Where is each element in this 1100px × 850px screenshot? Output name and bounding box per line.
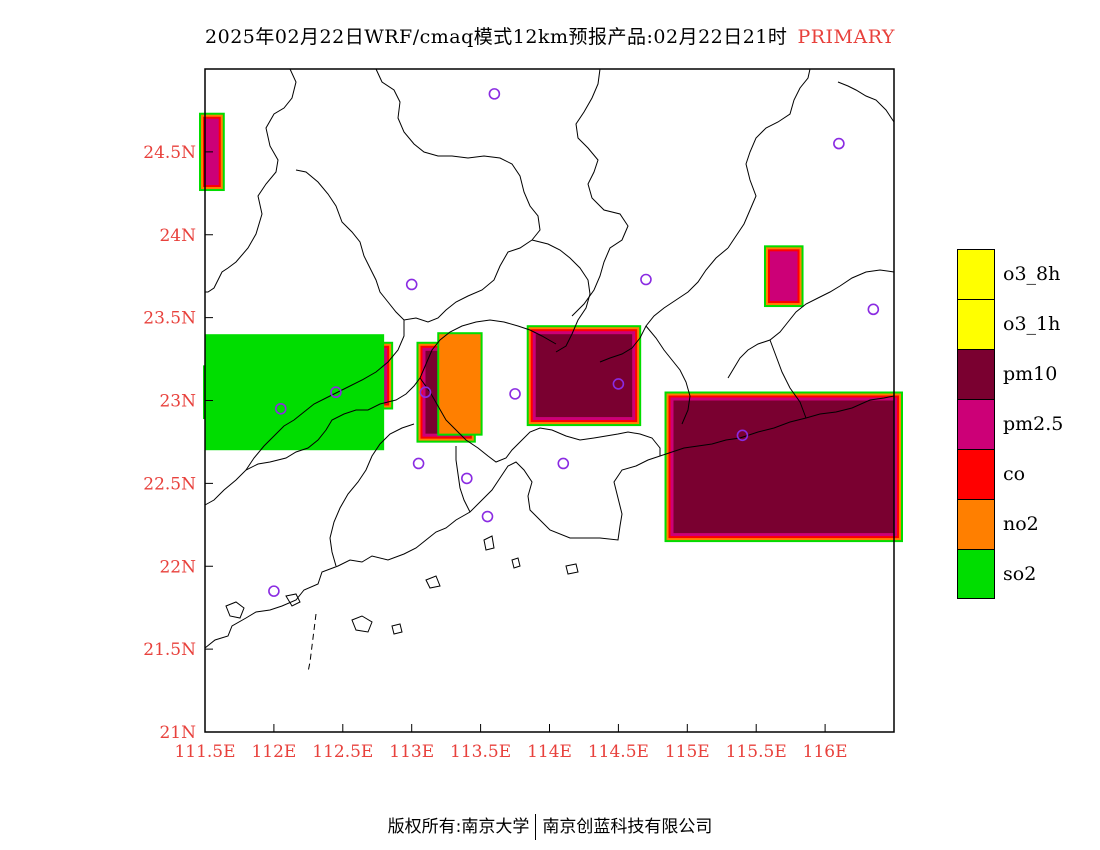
y-axis-ticks: 21N 21.5N 22N 22.5N 23N 23.5N 24N 24.5N [143,143,213,743]
y-tick-label: 23N [159,392,196,412]
x-tick-label: 114E [527,742,572,762]
monitoring-stations [268,88,880,597]
chart-title: 2025年02月22日WRF/cmaq模式12km预报产品:02月22日21时 P… [0,22,1100,49]
city-border-5 [599,247,729,363]
y-tick-label: 21N [159,723,196,743]
island-4 [391,623,403,635]
legend-swatch [957,499,995,549]
legend-swatch [957,449,995,499]
island-6 [511,557,521,569]
legend-label: pm10 [1003,363,1058,385]
city-border-4 [531,239,591,353]
y-tick-label: 22.5N [143,474,196,494]
cell-pm10-3 [673,400,894,534]
city-border-9 [245,320,405,471]
legend-swatch [957,349,995,399]
coastline-west [204,377,421,506]
legend-swatch [957,549,995,599]
island-2 [285,593,301,607]
y-tick-label: 24.5N [143,143,196,163]
city-border-8 [419,319,557,379]
city-border-7 [645,325,691,425]
island-1 [225,601,245,619]
island-5 [483,535,495,551]
pollution-cells [199,112,903,543]
station-marker [274,402,287,415]
copyright: 版权所有:南京大学 南京创蓝科技有限公司 [0,812,1100,840]
city-border-12 [593,431,661,456]
x-axis-ticks: 111.5E 112E 112.5E 113E 113.5E 114E 114.5E 115E… [174,724,848,762]
title-text: 2025年02月22日WRF/cmaq模式12km预报产品:02月22日21时 [205,26,788,48]
legend-swatch [957,249,995,299]
x-tick-label: 112.5E [312,742,373,762]
city-border-3 [571,68,629,317]
copyright-separator [535,814,537,840]
station-marker [419,386,432,399]
province-border-north [205,68,297,293]
station-marker [736,429,749,442]
legend-label: no2 [1003,513,1039,535]
x-tick-label: 114.5E [588,742,649,762]
station-marker [412,457,425,470]
legend-label: o3_1h [1003,313,1061,335]
cell-pm10-2 [535,334,633,418]
province-border-east [837,81,895,123]
copyright-right: 南京创蓝科技有限公司 [542,817,713,837]
legend-label: pm2.5 [1003,413,1064,435]
x-tick-label: 113E [389,742,434,762]
x-tick-label: 115.5E [726,742,787,762]
y-tick-label: 21.5N [143,640,196,660]
island-7 [565,563,579,575]
station-marker [461,472,473,485]
copyright-left: 版权所有:南京大学 [387,817,530,837]
station-marker [612,378,625,390]
legend-label: co [1003,463,1026,485]
cell-pm2.5-4 [769,251,798,302]
y-tick-label: 23.5N [143,309,196,329]
pearl-river-estuary [419,377,595,463]
station-marker [640,273,652,286]
city-border-2 [295,169,533,323]
island-8 [425,575,441,589]
cell-no2-7 [439,334,481,434]
legend-swatch [957,399,995,449]
station-marker [488,88,501,100]
city-border-11 [455,446,471,513]
city-border-10 [329,423,415,567]
x-tick-label: 116E [803,742,848,762]
province-border-northeast [727,68,811,249]
legend-label: o3_8h [1003,263,1061,285]
x-tick-label: 113.5E [450,742,511,762]
cell-so2-8 [205,334,385,451]
city-border-1 [375,68,541,241]
legend-swatch [957,299,995,349]
legend-label: so2 [1003,563,1037,585]
x-tick-label: 115E [665,742,710,762]
station-marker [481,510,494,523]
y-tick-label: 22N [159,557,196,577]
y-tick-label: 24N [159,226,196,246]
station-marker [867,303,880,316]
x-tick-label: 111.5E [174,742,235,762]
station-marker [509,388,521,400]
station-marker [268,585,280,597]
sea-boundary [307,613,317,673]
island-3 [351,615,373,633]
x-tick-label: 112E [251,742,296,762]
city-border-6 [727,269,895,379]
title-tag: PRIMARY [797,26,895,48]
city-border-13 [769,339,807,419]
station-marker [405,278,418,291]
station-marker [330,386,342,399]
station-marker [833,137,845,150]
station-marker [557,457,570,470]
